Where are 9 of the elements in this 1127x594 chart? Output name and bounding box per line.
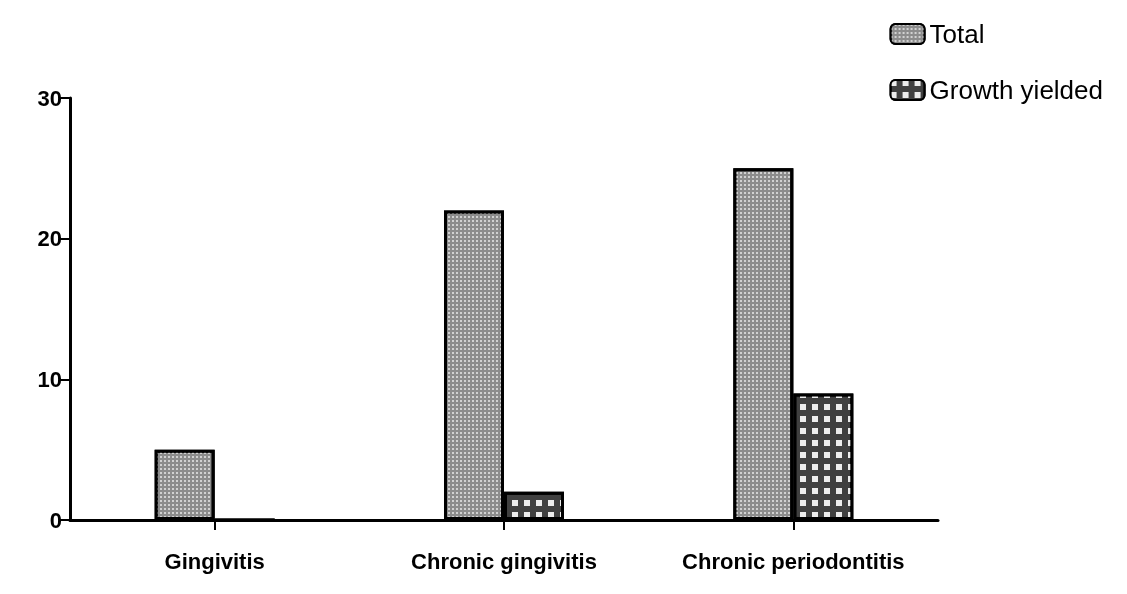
y-tick-label: 30 [37, 85, 62, 111]
legend-label: Growth yielded [929, 75, 1103, 105]
y-tick-label: 20 [37, 226, 62, 252]
x-tick-label: Gingivitis [164, 548, 265, 574]
legend-label: Total [929, 19, 985, 49]
x-tick-label: Chronic periodontitis [682, 548, 905, 574]
y-tick-label: 0 [49, 507, 62, 533]
x-tick-label: Chronic gingivitis [411, 548, 597, 574]
y-tick-label: 10 [37, 366, 62, 392]
